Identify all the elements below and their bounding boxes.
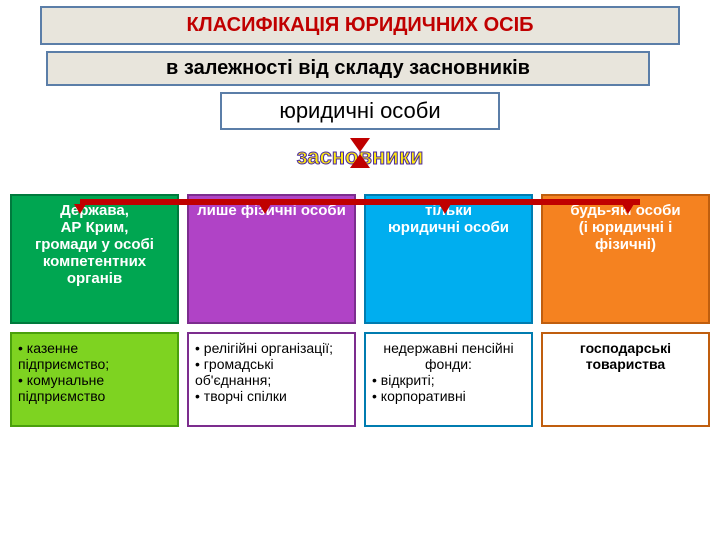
subtitle: в залежності від складу засновників xyxy=(46,51,650,86)
example-item: відкриті; xyxy=(372,372,525,388)
connector-tick-icon xyxy=(439,204,451,214)
main-title: КЛАСИФІКАЦІЯ ЮРИДИЧНИХ ОСІБ xyxy=(40,6,680,45)
legal-entities-box: юридичні особи xyxy=(220,92,500,130)
category-box: Держава, АР Крим, громади у особі компет… xyxy=(10,194,179,324)
category-box: лише фізичні особи xyxy=(187,194,356,324)
example-box: казенне підприємство;комунальне підприєм… xyxy=(10,332,179,427)
example-item: корпоративні xyxy=(372,388,525,404)
example-box: господарські товариства xyxy=(541,332,710,427)
example-item: громадські об'єднання; xyxy=(195,356,348,388)
connector-tick-icon xyxy=(74,204,86,214)
example-box: релігійні організації;громадські об'єдна… xyxy=(187,332,356,427)
example-item: казенне підприємство; xyxy=(18,340,171,372)
arrow-down-icon xyxy=(350,138,370,152)
example-box: недержавні пенсійні фонди:відкриті;корпо… xyxy=(364,332,533,427)
connector-tick-icon xyxy=(622,204,634,214)
connector-tick-icon xyxy=(259,204,271,214)
arrow-up-icon xyxy=(350,154,370,168)
example-item: комунальне підприємство xyxy=(18,372,171,404)
example-item: релігійні організації; xyxy=(195,340,348,356)
example-item: творчі спілки xyxy=(195,388,348,404)
category-row: Держава, АР Крим, громади у особі компет… xyxy=(10,194,710,324)
examples-row: казенне підприємство;комунальне підприєм… xyxy=(10,332,710,427)
connector-bar xyxy=(80,199,640,205)
